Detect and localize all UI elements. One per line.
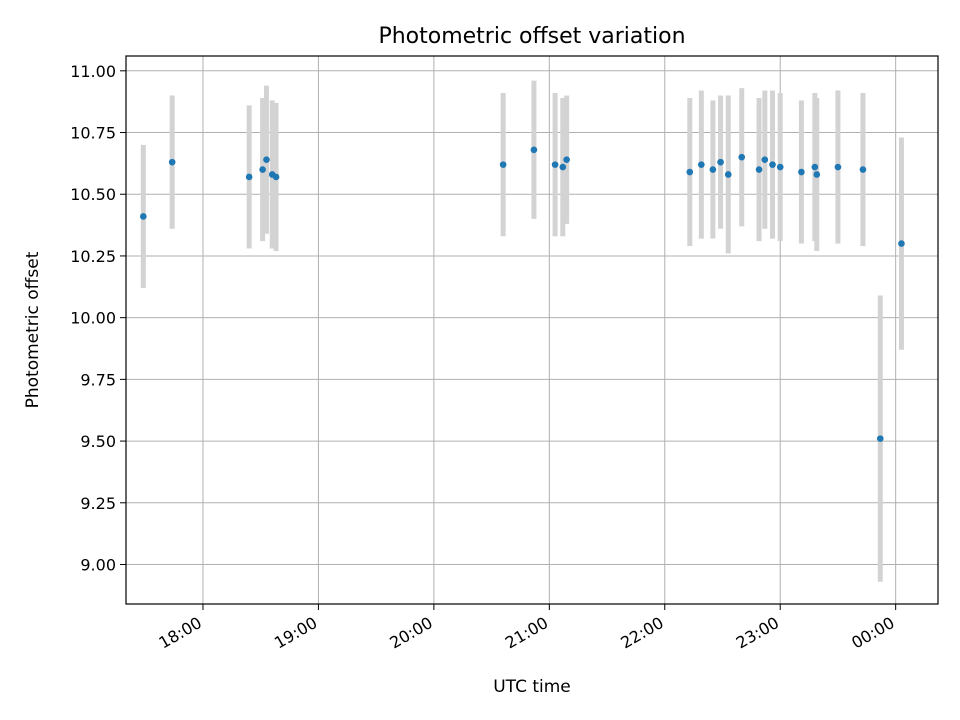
data-point: [859, 166, 867, 173]
data-point: [698, 161, 705, 168]
y-axis-label: Photometric offset: [23, 251, 43, 408]
data-point: [168, 158, 176, 166]
chart-title: Photometric offset variation: [378, 24, 685, 49]
data-point: [811, 163, 819, 171]
y-tick-label: 10.75: [70, 124, 116, 143]
data-point: [245, 173, 253, 181]
data-point: [769, 161, 776, 168]
data-point: [551, 161, 559, 168]
data-point: [559, 163, 567, 171]
data-point: [776, 163, 784, 171]
data-point: [876, 435, 884, 442]
data-point: [813, 171, 821, 178]
data-point: [686, 168, 694, 176]
data-point: [738, 153, 746, 161]
data-point: [272, 173, 280, 181]
y-tick-label: 9.50: [80, 432, 116, 451]
data-point: [530, 146, 538, 154]
data-point: [499, 161, 507, 168]
y-tick-label: 11.00: [70, 62, 116, 81]
data-points: [140, 146, 905, 442]
data-point: [798, 168, 805, 176]
data-point: [717, 158, 724, 166]
data-point: [263, 156, 270, 163]
y-tick-label: 10.25: [70, 247, 116, 266]
y-tick-label: 10.00: [70, 309, 116, 328]
data-point: [563, 156, 570, 163]
data-point: [755, 166, 763, 173]
data-point: [724, 171, 732, 178]
data-point: [140, 213, 147, 220]
y-tick-label: 9.25: [80, 494, 116, 513]
plot-frame: [125, 55, 939, 605]
data-point: [259, 166, 266, 173]
y-tick-label: 10.50: [70, 185, 116, 204]
data-point: [898, 240, 905, 247]
x-axis-label: UTC time: [493, 677, 571, 697]
data-point: [709, 166, 717, 173]
data-point: [834, 163, 842, 171]
data-point: [761, 156, 769, 163]
y-tick-label: 9.75: [80, 370, 116, 389]
y-axis-ticks: 9.00 9.25 9.50 9.75 10.00 10.25 10.50 10.75 11.0…: [70, 62, 126, 575]
y-tick-label: 9.00: [80, 556, 116, 575]
